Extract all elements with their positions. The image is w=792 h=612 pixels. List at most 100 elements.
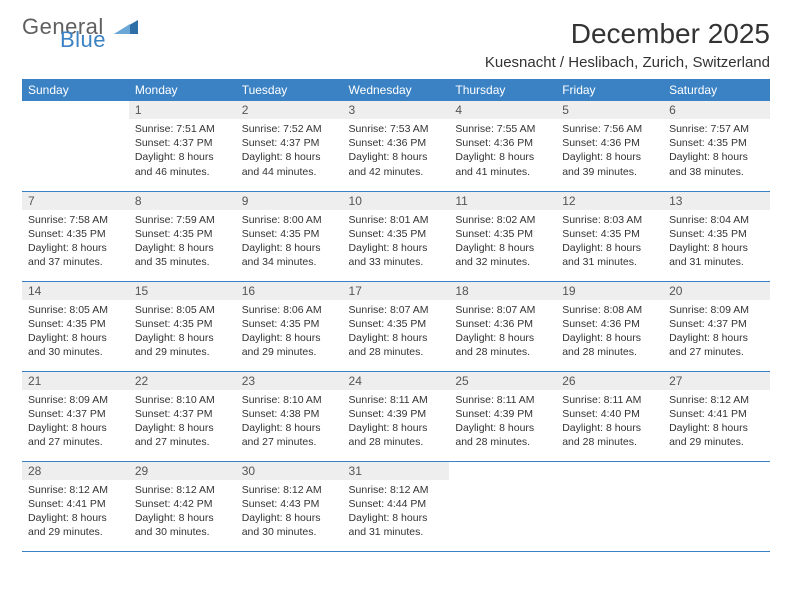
calendar-day-cell: 16Sunrise: 8:06 AMSunset: 4:35 PMDayligh… [236,281,343,371]
sunrise-text: Sunrise: 8:06 AM [242,303,337,317]
sunrise-text: Sunrise: 8:05 AM [28,303,123,317]
sunrise-text: Sunrise: 8:05 AM [135,303,230,317]
sunrise-text: Sunrise: 8:04 AM [669,213,764,227]
daylight-text: Daylight: 8 hours and 39 minutes. [562,150,657,178]
day-content: Sunrise: 8:09 AMSunset: 4:37 PMDaylight:… [22,390,129,456]
daylight-text: Daylight: 8 hours and 28 minutes. [562,421,657,449]
calendar-day-cell: 11Sunrise: 8:02 AMSunset: 4:35 PMDayligh… [449,191,556,281]
day-number: 6 [663,101,770,119]
day-number: 3 [343,101,450,119]
daylight-text: Daylight: 8 hours and 31 minutes. [669,241,764,269]
day-content: Sunrise: 8:00 AMSunset: 4:35 PMDaylight:… [236,210,343,276]
day-number: 8 [129,192,236,210]
daylight-text: Daylight: 8 hours and 29 minutes. [242,331,337,359]
sunrise-text: Sunrise: 7:59 AM [135,213,230,227]
calendar-day-cell: 22Sunrise: 8:10 AMSunset: 4:37 PMDayligh… [129,371,236,461]
day-number: 15 [129,282,236,300]
day-content: Sunrise: 8:12 AMSunset: 4:41 PMDaylight:… [22,480,129,546]
day-number: 20 [663,282,770,300]
daylight-text: Daylight: 8 hours and 27 minutes. [135,421,230,449]
daylight-text: Daylight: 8 hours and 44 minutes. [242,150,337,178]
daylight-text: Daylight: 8 hours and 42 minutes. [349,150,444,178]
day-number: 13 [663,192,770,210]
calendar-day-cell [449,461,556,551]
day-number: 14 [22,282,129,300]
day-content: Sunrise: 8:11 AMSunset: 4:39 PMDaylight:… [449,390,556,456]
calendar-day-cell: 5Sunrise: 7:56 AMSunset: 4:36 PMDaylight… [556,101,663,191]
sunrise-text: Sunrise: 8:01 AM [349,213,444,227]
day-content: Sunrise: 8:05 AMSunset: 4:35 PMDaylight:… [22,300,129,366]
day-number: 28 [22,462,129,480]
weekday-header: Thursday [449,79,556,101]
day-content: Sunrise: 8:01 AMSunset: 4:35 PMDaylight:… [343,210,450,276]
daylight-text: Daylight: 8 hours and 46 minutes. [135,150,230,178]
daylight-text: Daylight: 8 hours and 38 minutes. [669,150,764,178]
daylight-text: Daylight: 8 hours and 37 minutes. [28,241,123,269]
sunrise-text: Sunrise: 8:07 AM [349,303,444,317]
day-content: Sunrise: 7:59 AMSunset: 4:35 PMDaylight:… [129,210,236,276]
daylight-text: Daylight: 8 hours and 30 minutes. [28,331,123,359]
daylight-text: Daylight: 8 hours and 30 minutes. [242,511,337,539]
calendar-day-cell: 24Sunrise: 8:11 AMSunset: 4:39 PMDayligh… [343,371,450,461]
sunset-text: Sunset: 4:37 PM [242,136,337,150]
calendar-table: Sunday Monday Tuesday Wednesday Thursday… [22,79,770,552]
sunset-text: Sunset: 4:41 PM [669,407,764,421]
sunset-text: Sunset: 4:40 PM [562,407,657,421]
day-number: 10 [343,192,450,210]
day-number: 27 [663,372,770,390]
calendar-day-cell: 18Sunrise: 8:07 AMSunset: 4:36 PMDayligh… [449,281,556,371]
calendar-week-row: 14Sunrise: 8:05 AMSunset: 4:35 PMDayligh… [22,281,770,371]
day-number: 12 [556,192,663,210]
calendar-day-cell: 28Sunrise: 8:12 AMSunset: 4:41 PMDayligh… [22,461,129,551]
daylight-text: Daylight: 8 hours and 28 minutes. [455,421,550,449]
sunset-text: Sunset: 4:35 PM [242,317,337,331]
day-content: Sunrise: 8:02 AMSunset: 4:35 PMDaylight:… [449,210,556,276]
day-number: 31 [343,462,450,480]
day-number: 30 [236,462,343,480]
sunrise-text: Sunrise: 8:00 AM [242,213,337,227]
day-content: Sunrise: 7:55 AMSunset: 4:36 PMDaylight:… [449,119,556,185]
sunset-text: Sunset: 4:44 PM [349,497,444,511]
calendar-week-row: 21Sunrise: 8:09 AMSunset: 4:37 PMDayligh… [22,371,770,461]
sunset-text: Sunset: 4:36 PM [455,136,550,150]
sunset-text: Sunset: 4:39 PM [349,407,444,421]
sunset-text: Sunset: 4:38 PM [242,407,337,421]
weekday-header: Sunday [22,79,129,101]
logo-triangle-icon [114,18,138,34]
day-content: Sunrise: 8:07 AMSunset: 4:36 PMDaylight:… [449,300,556,366]
sunset-text: Sunset: 4:36 PM [562,317,657,331]
day-content: Sunrise: 8:07 AMSunset: 4:35 PMDaylight:… [343,300,450,366]
day-content: Sunrise: 8:12 AMSunset: 4:41 PMDaylight:… [663,390,770,456]
day-content: Sunrise: 8:04 AMSunset: 4:35 PMDaylight:… [663,210,770,276]
daylight-text: Daylight: 8 hours and 27 minutes. [669,331,764,359]
day-content: Sunrise: 8:11 AMSunset: 4:40 PMDaylight:… [556,390,663,456]
calendar-day-cell: 19Sunrise: 8:08 AMSunset: 4:36 PMDayligh… [556,281,663,371]
sunset-text: Sunset: 4:35 PM [455,227,550,241]
sunset-text: Sunset: 4:36 PM [455,317,550,331]
calendar-day-cell: 29Sunrise: 8:12 AMSunset: 4:42 PMDayligh… [129,461,236,551]
day-content: Sunrise: 8:12 AMSunset: 4:42 PMDaylight:… [129,480,236,546]
calendar-day-cell: 4Sunrise: 7:55 AMSunset: 4:36 PMDaylight… [449,101,556,191]
day-number: 4 [449,101,556,119]
day-number: 5 [556,101,663,119]
sunrise-text: Sunrise: 7:55 AM [455,122,550,136]
day-number: 2 [236,101,343,119]
sunrise-text: Sunrise: 8:08 AM [562,303,657,317]
daylight-text: Daylight: 8 hours and 29 minutes. [28,511,123,539]
daylight-text: Daylight: 8 hours and 29 minutes. [669,421,764,449]
sunset-text: Sunset: 4:39 PM [455,407,550,421]
calendar-day-cell [556,461,663,551]
calendar-day-cell: 31Sunrise: 8:12 AMSunset: 4:44 PMDayligh… [343,461,450,551]
day-number: 17 [343,282,450,300]
calendar-week-row: 28Sunrise: 8:12 AMSunset: 4:41 PMDayligh… [22,461,770,551]
calendar-day-cell: 12Sunrise: 8:03 AMSunset: 4:35 PMDayligh… [556,191,663,281]
day-number: 21 [22,372,129,390]
calendar-day-cell: 21Sunrise: 8:09 AMSunset: 4:37 PMDayligh… [22,371,129,461]
calendar-day-cell: 30Sunrise: 8:12 AMSunset: 4:43 PMDayligh… [236,461,343,551]
daylight-text: Daylight: 8 hours and 31 minutes. [562,241,657,269]
day-content: Sunrise: 8:11 AMSunset: 4:39 PMDaylight:… [343,390,450,456]
weekday-header: Monday [129,79,236,101]
day-content: Sunrise: 8:12 AMSunset: 4:44 PMDaylight:… [343,480,450,546]
day-number: 9 [236,192,343,210]
sunset-text: Sunset: 4:35 PM [135,227,230,241]
